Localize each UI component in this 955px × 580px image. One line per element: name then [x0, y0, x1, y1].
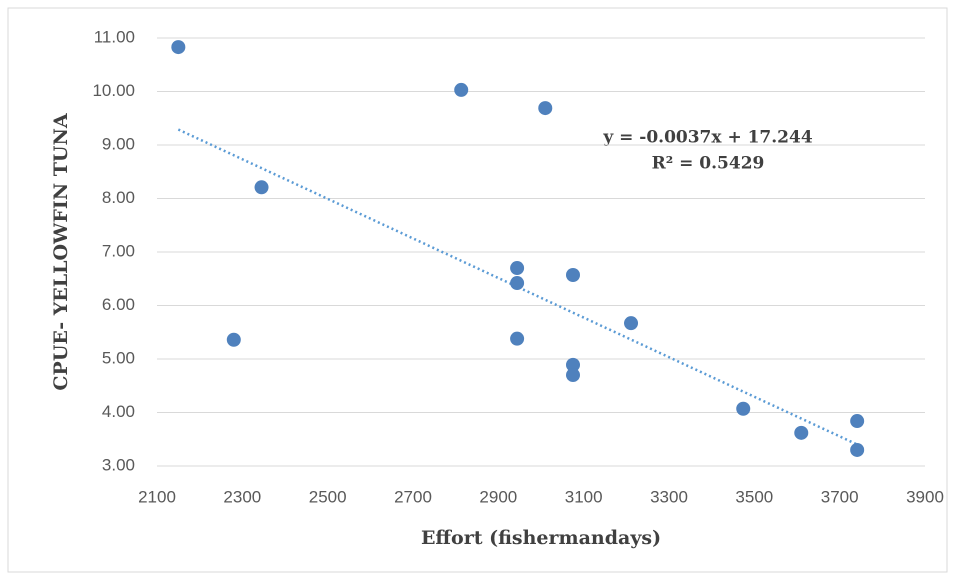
x-tick-label: 2500 — [309, 487, 347, 506]
trendline-equation: y = -0.0037x + 17.244 — [602, 128, 813, 148]
x-tick-label: 2100 — [138, 487, 176, 506]
x-tick-label: 3500 — [735, 487, 773, 506]
data-point — [566, 268, 580, 283]
y-tick-label: 9.00 — [102, 134, 135, 153]
data-point — [510, 331, 525, 346]
data-point — [254, 180, 269, 195]
y-tick-label: 11.00 — [94, 27, 135, 46]
data-point — [566, 357, 580, 372]
data-point — [566, 368, 580, 383]
data-point — [736, 401, 751, 416]
y-tick-label: 6.00 — [102, 295, 135, 314]
x-tick-label: 2300 — [223, 487, 261, 506]
data-point — [171, 40, 186, 55]
trendline-r2: R² = 0.5429 — [652, 154, 765, 174]
data-point — [510, 261, 525, 276]
y-axis-title: CPUE- YELLOWFIN TUNA — [50, 113, 72, 390]
x-tick-label: 3100 — [565, 487, 603, 506]
x-axis-title: Effort (fishermandays) — [421, 527, 661, 549]
x-tick-label: 2700 — [394, 487, 432, 506]
y-tick-label: 8.00 — [102, 188, 135, 207]
data-point — [454, 82, 469, 97]
y-tick-label: 5.00 — [102, 348, 135, 367]
data-point — [624, 316, 639, 331]
y-tick-label: 7.00 — [102, 241, 135, 260]
data-point — [794, 425, 809, 440]
data-point — [510, 276, 525, 291]
x-tick-label: 3900 — [906, 487, 944, 506]
y-tick-label: 3.00 — [102, 455, 135, 474]
data-point — [850, 442, 865, 457]
x-tick-label: 3300 — [650, 487, 688, 506]
data-point — [850, 414, 865, 429]
x-tick-label: 2900 — [479, 487, 517, 506]
data-point — [538, 101, 553, 116]
y-tick-label: 4.00 — [102, 402, 135, 421]
x-tick-label: 3700 — [821, 487, 859, 506]
chart-border — [7, 7, 948, 573]
data-point — [226, 332, 241, 347]
y-tick-label: 10.00 — [92, 81, 135, 100]
